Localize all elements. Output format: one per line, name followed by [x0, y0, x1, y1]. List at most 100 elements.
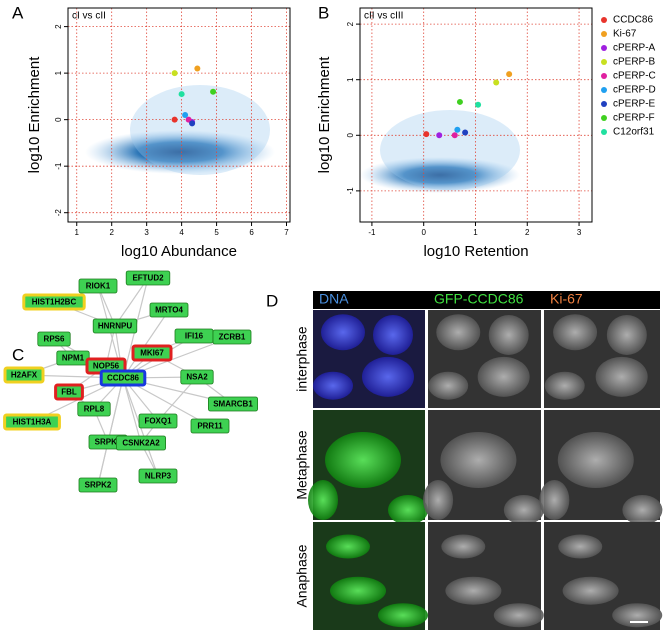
cell — [477, 356, 530, 397]
cell — [326, 534, 370, 559]
legend-marker — [601, 45, 607, 51]
network-node — [22, 293, 86, 311]
network-node — [99, 369, 147, 387]
y-tick-label: 2 — [54, 24, 63, 29]
cell — [595, 356, 648, 397]
cell — [330, 576, 386, 605]
data-point — [451, 132, 458, 139]
data-point — [194, 65, 201, 72]
column-label: GFP-CCDC86 — [434, 291, 524, 307]
y-tick-label: 0 — [346, 133, 355, 138]
node-label: H2AFX — [11, 371, 38, 380]
micrograph — [313, 310, 425, 408]
y-tick-label: -1 — [54, 162, 63, 170]
cell — [488, 314, 529, 355]
network-node — [116, 435, 167, 451]
cell — [558, 534, 603, 559]
network-node — [125, 270, 171, 286]
row-label: interphase — [294, 326, 310, 392]
network-node — [92, 318, 138, 334]
edge — [122, 377, 142, 444]
cell — [612, 603, 663, 628]
legend-marker — [601, 59, 607, 65]
node-label: SMARCB1 — [213, 400, 253, 409]
y-tick-label: -1 — [346, 187, 355, 195]
node-label: MKI67 — [140, 349, 164, 358]
y-tick-label: 0 — [54, 117, 63, 122]
x-tick-label: 1 — [75, 228, 80, 237]
y-tick-label: 1 — [54, 70, 63, 75]
node-label: FBL — [61, 388, 77, 397]
legend-label: cPERP-D — [613, 85, 656, 96]
legend-marker — [601, 115, 607, 121]
legend-marker — [601, 31, 607, 37]
x-tick-label: 7 — [284, 228, 289, 237]
node-label: SRPK2 — [85, 481, 112, 490]
node-label: ZCRB1 — [219, 333, 246, 342]
data-point — [493, 79, 500, 86]
cell — [388, 495, 428, 525]
legend-marker — [601, 101, 607, 107]
x-tick-label: 2 — [525, 228, 530, 237]
network-node — [180, 369, 214, 385]
network-node — [54, 383, 84, 401]
cell — [493, 603, 544, 628]
x-axis-label: log10 Retention — [423, 243, 528, 260]
data-point — [189, 120, 196, 127]
node-label: NOP56 — [93, 362, 120, 371]
legend-label: cPERP-C — [613, 71, 656, 82]
network-node — [190, 418, 230, 434]
cell — [325, 432, 401, 488]
column-label: DNA — [319, 291, 349, 307]
micrograph — [544, 310, 660, 408]
data-point — [456, 98, 463, 105]
cell — [436, 314, 481, 351]
cell — [503, 495, 544, 525]
cell — [423, 480, 454, 520]
legend-label: cPERP-E — [613, 99, 656, 110]
cell — [378, 603, 428, 628]
node-label: IFI16 — [185, 332, 204, 341]
cell — [539, 480, 570, 520]
node-label: SRPK3 — [95, 438, 122, 447]
data-point — [171, 70, 178, 77]
node-label: RPS6 — [44, 335, 65, 344]
cell — [562, 576, 619, 605]
data-point — [454, 126, 461, 133]
cell — [313, 371, 353, 400]
network-node — [131, 344, 173, 362]
plot-frame — [67, 7, 291, 223]
network-node — [207, 396, 258, 412]
network-node — [212, 329, 252, 345]
node-label: MRTO4 — [155, 306, 183, 315]
panel-letter: C — [12, 345, 24, 364]
micrograph — [313, 522, 428, 630]
legend-label: CCDC86 — [613, 15, 653, 26]
network-node — [3, 413, 61, 431]
data-point — [462, 129, 469, 136]
panel-letter: B — [318, 3, 329, 22]
header-bar — [313, 291, 660, 309]
node-label: HIST1H2BC — [32, 298, 77, 307]
cell — [553, 314, 598, 351]
legend-marker — [601, 17, 607, 23]
network-node — [149, 302, 189, 318]
edge — [114, 277, 149, 327]
data-point — [210, 88, 217, 95]
node-label: CSNK2A2 — [122, 439, 160, 448]
legend-marker — [601, 87, 607, 93]
x-axis-label: log10 Abundance — [121, 243, 237, 260]
network-node — [138, 413, 178, 429]
node-label: NLRP3 — [145, 472, 172, 481]
micrograph — [544, 522, 663, 630]
data-point — [178, 91, 185, 98]
cell — [441, 534, 486, 559]
legend-label: cPERP-B — [613, 57, 656, 68]
plot-frame — [359, 7, 593, 223]
node-label: HIST1H3A — [13, 418, 52, 427]
column-label: Ki-67 — [550, 291, 583, 307]
panel-letter: A — [12, 3, 24, 22]
micrograph — [428, 522, 544, 630]
node-label: HNRNPU — [98, 322, 132, 331]
cell — [428, 371, 469, 400]
